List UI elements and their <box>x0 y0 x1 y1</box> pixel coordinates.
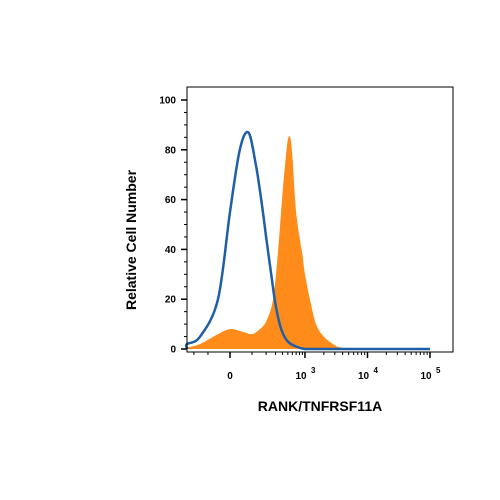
y-tick-label: 100 <box>159 96 176 107</box>
x-tick-exponent: 4 <box>374 366 379 375</box>
x-tick-exponent: 3 <box>311 366 316 375</box>
x-tick-exponent: 5 <box>436 366 441 375</box>
x-tick-label: 10 <box>358 371 370 382</box>
y-axis-label: Relative Cell Number <box>123 169 139 310</box>
y-tick-label: 60 <box>165 195 177 206</box>
y-axis: 0 20 40 60 80 100 <box>159 96 187 356</box>
x-axis-label: RANK/TNFRSF11A <box>258 398 382 414</box>
y-tick-label: 40 <box>165 245 177 256</box>
y-tick-label: 0 <box>170 345 176 356</box>
histogram-line-series <box>184 130 430 351</box>
plot-layer <box>184 130 430 351</box>
x-tick-label: 10 <box>420 371 432 382</box>
x-tick-label: 0 <box>227 371 233 382</box>
plot-frame <box>186 86 454 353</box>
histogram-filled-area <box>186 135 430 349</box>
x-tick-label: 10 <box>295 371 307 382</box>
y-tick-label: 20 <box>165 295 177 306</box>
y-tick-label: 80 <box>165 145 177 156</box>
x-axis: 0 10 3 10 4 10 5 <box>193 352 441 382</box>
